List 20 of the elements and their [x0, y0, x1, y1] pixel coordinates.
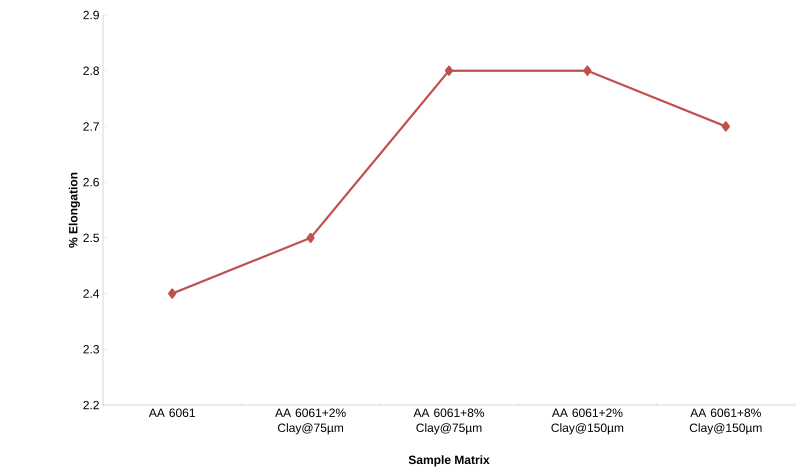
y-axis-title: % Elongation: [68, 172, 80, 248]
y-tick-label: 2.7: [83, 122, 99, 131]
point: [444, 66, 454, 76]
y-tick-label: 2.8: [83, 66, 99, 75]
y-tick-label: 2.4: [83, 289, 100, 298]
point: [722, 121, 730, 132]
x-axis-title: Sample Matrix: [408, 455, 490, 466]
x-tick-label: AA 6061: [148, 408, 195, 418]
point: [306, 232, 315, 243]
y-tick-label: 2.9: [83, 10, 99, 20]
x-tick-label: AA 6061+2% Clay@150µm: [551, 408, 624, 434]
y-tick-label: 2.3: [83, 345, 99, 354]
x-tick-label: AA 6061+2% Clay@75µm: [275, 408, 346, 434]
y-tick-label: 2.2: [83, 400, 99, 410]
point: [583, 66, 592, 76]
x-tick-label: AA 6061+8% Clay@75µm: [413, 408, 484, 434]
y-tick-label: 2.6: [83, 178, 99, 186]
point: [168, 288, 176, 299]
y-tick-label: 2.5: [83, 234, 99, 242]
x-tick-label: AA 6061+8% Clay@150µm: [690, 408, 762, 434]
